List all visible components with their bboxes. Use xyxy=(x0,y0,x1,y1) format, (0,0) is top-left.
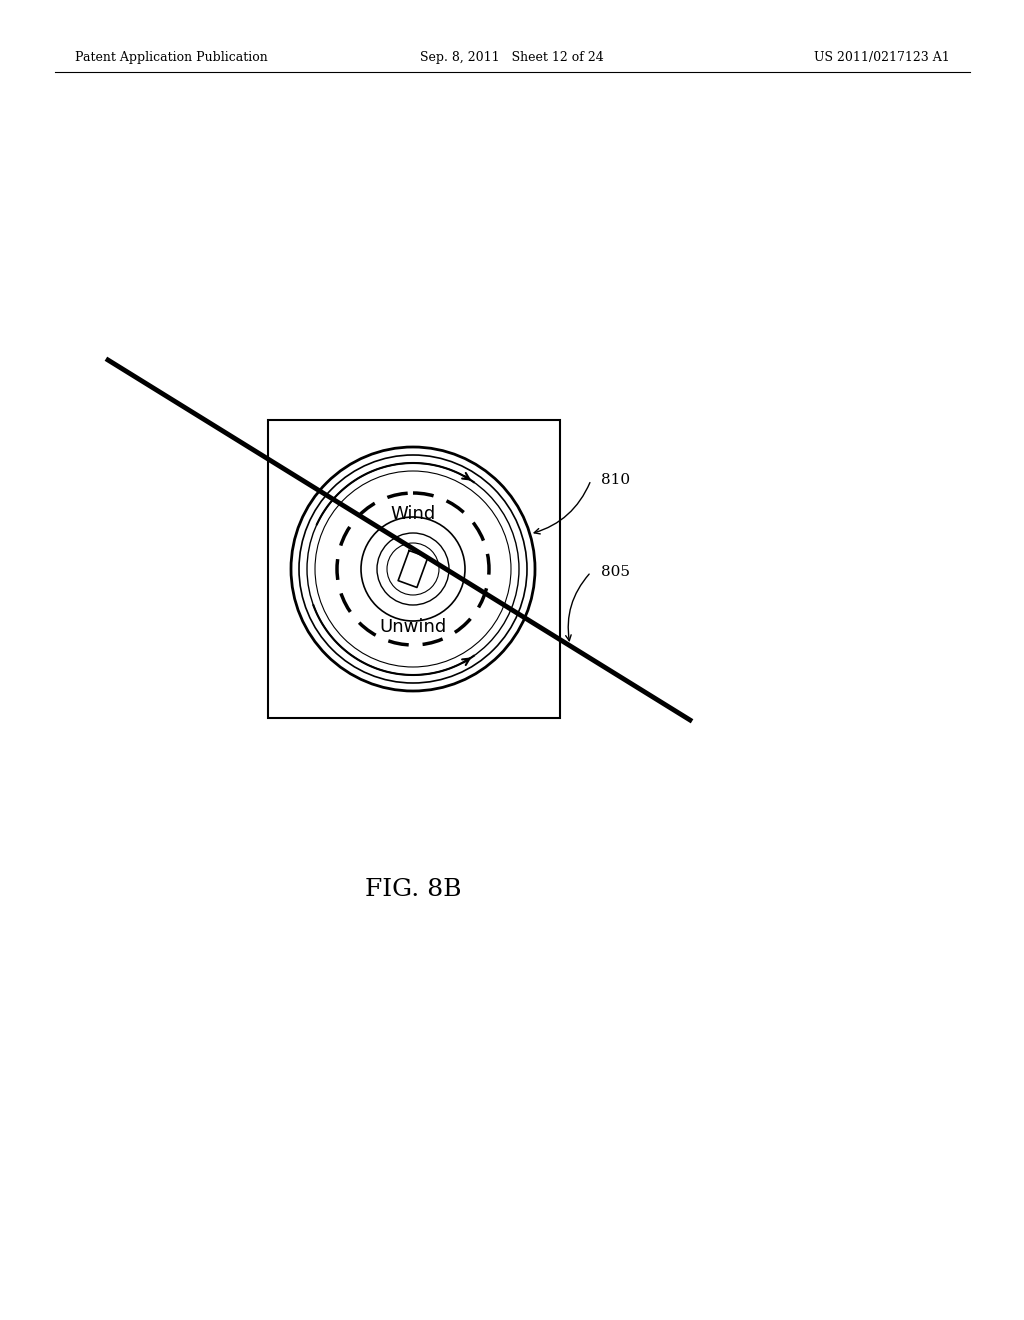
Text: Unwind: Unwind xyxy=(379,618,446,636)
Text: Wind: Wind xyxy=(390,506,435,523)
Text: 810: 810 xyxy=(601,473,630,487)
Text: 805: 805 xyxy=(601,565,630,579)
Text: Sep. 8, 2011   Sheet 12 of 24: Sep. 8, 2011 Sheet 12 of 24 xyxy=(420,50,604,63)
Text: Patent Application Publication: Patent Application Publication xyxy=(75,50,267,63)
Bar xyxy=(268,420,560,718)
Text: US 2011/0217123 A1: US 2011/0217123 A1 xyxy=(814,50,950,63)
Text: FIG. 8B: FIG. 8B xyxy=(365,879,461,902)
